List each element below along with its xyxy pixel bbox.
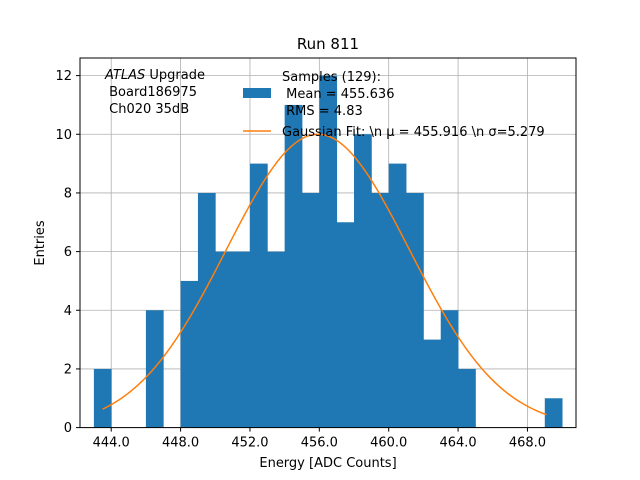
- histogram-bar: [458, 368, 476, 428]
- annotation-italic-word: ATLAS: [104, 68, 145, 83]
- legend: Samples (129): Mean = 455.636 RMS = 4.83…: [243, 70, 545, 140]
- histogram-bar: [371, 192, 390, 428]
- atlas-annotation: ATLAS Upgrade Board186975 Ch020 35dB: [104, 68, 205, 117]
- histogram-bar: [423, 339, 442, 428]
- legend-samples-text: RMS = 4.83: [282, 104, 363, 119]
- histogram-bar: [145, 310, 164, 428]
- x-tick-label: 464.0: [439, 436, 476, 451]
- histogram-bar: [197, 192, 216, 428]
- histogram-bar: [301, 192, 320, 428]
- annotation-text: Board186975: [105, 85, 197, 100]
- y-tick-label: 6: [64, 245, 72, 260]
- histogram-bar: [440, 310, 459, 428]
- x-tick-label: 456.0: [301, 436, 338, 451]
- histogram-bar: [232, 251, 251, 428]
- annotation-text: Ch020 35dB: [105, 102, 189, 117]
- annotation-text: Upgrade: [145, 68, 205, 83]
- histogram-bar: [354, 134, 372, 428]
- x-axis-label: Energy [ADC Counts]: [259, 456, 396, 471]
- x-tick-label: 444.0: [93, 436, 130, 451]
- y-tick-label: 10: [55, 128, 72, 143]
- y-tick-label: 12: [55, 69, 72, 84]
- histogram-bar: [388, 163, 407, 428]
- legend-histogram-swatch: [243, 88, 271, 98]
- annotation-line: ATLAS Upgrade: [104, 68, 205, 83]
- x-tick-label: 460.0: [370, 436, 407, 451]
- histogram-bar: [406, 192, 424, 428]
- histogram-bar: [215, 251, 234, 428]
- histogram-bar: [249, 163, 268, 428]
- x-tick-label: 468.0: [509, 436, 546, 451]
- histogram-bar: [267, 251, 286, 428]
- histogram-bar: [93, 368, 112, 428]
- legend-fit-text: Gaussian Fit: \n μ = 455.916 \n σ=5.279: [282, 125, 545, 140]
- y-tick-label: 4: [64, 304, 72, 319]
- histogram-bar: [284, 104, 303, 428]
- y-tick-label: 0: [64, 421, 72, 436]
- x-tick-label: 452.0: [231, 436, 268, 451]
- y-axis-ticks: 0 2 4 6 8 10 12: [55, 69, 80, 436]
- x-tick-label: 448.0: [162, 436, 199, 451]
- annotation-line: Board186975: [105, 85, 197, 100]
- legend-samples-text: Mean = 455.636: [282, 87, 394, 102]
- y-tick-label: 8: [64, 186, 72, 201]
- gaussian-fit-curve: [102, 133, 547, 416]
- y-tick-label: 2: [64, 362, 72, 377]
- chart-title: Run 811: [297, 35, 359, 53]
- histogram-bar: [319, 75, 338, 428]
- plot-frame: [79, 57, 577, 429]
- x-axis-ticks: 444.0 448.0 452.0 456.0 460.0 464.0 468.0: [93, 427, 546, 451]
- histogram-bar: [544, 398, 563, 428]
- legend-samples-text: Samples (129):: [282, 70, 381, 85]
- histogram-bar: [336, 222, 355, 428]
- annotation-line: Ch020 35dB: [105, 102, 189, 117]
- histogram-bar: [180, 280, 199, 428]
- y-axis-label: Entries: [33, 220, 48, 266]
- histogram-bars: [93, 75, 563, 428]
